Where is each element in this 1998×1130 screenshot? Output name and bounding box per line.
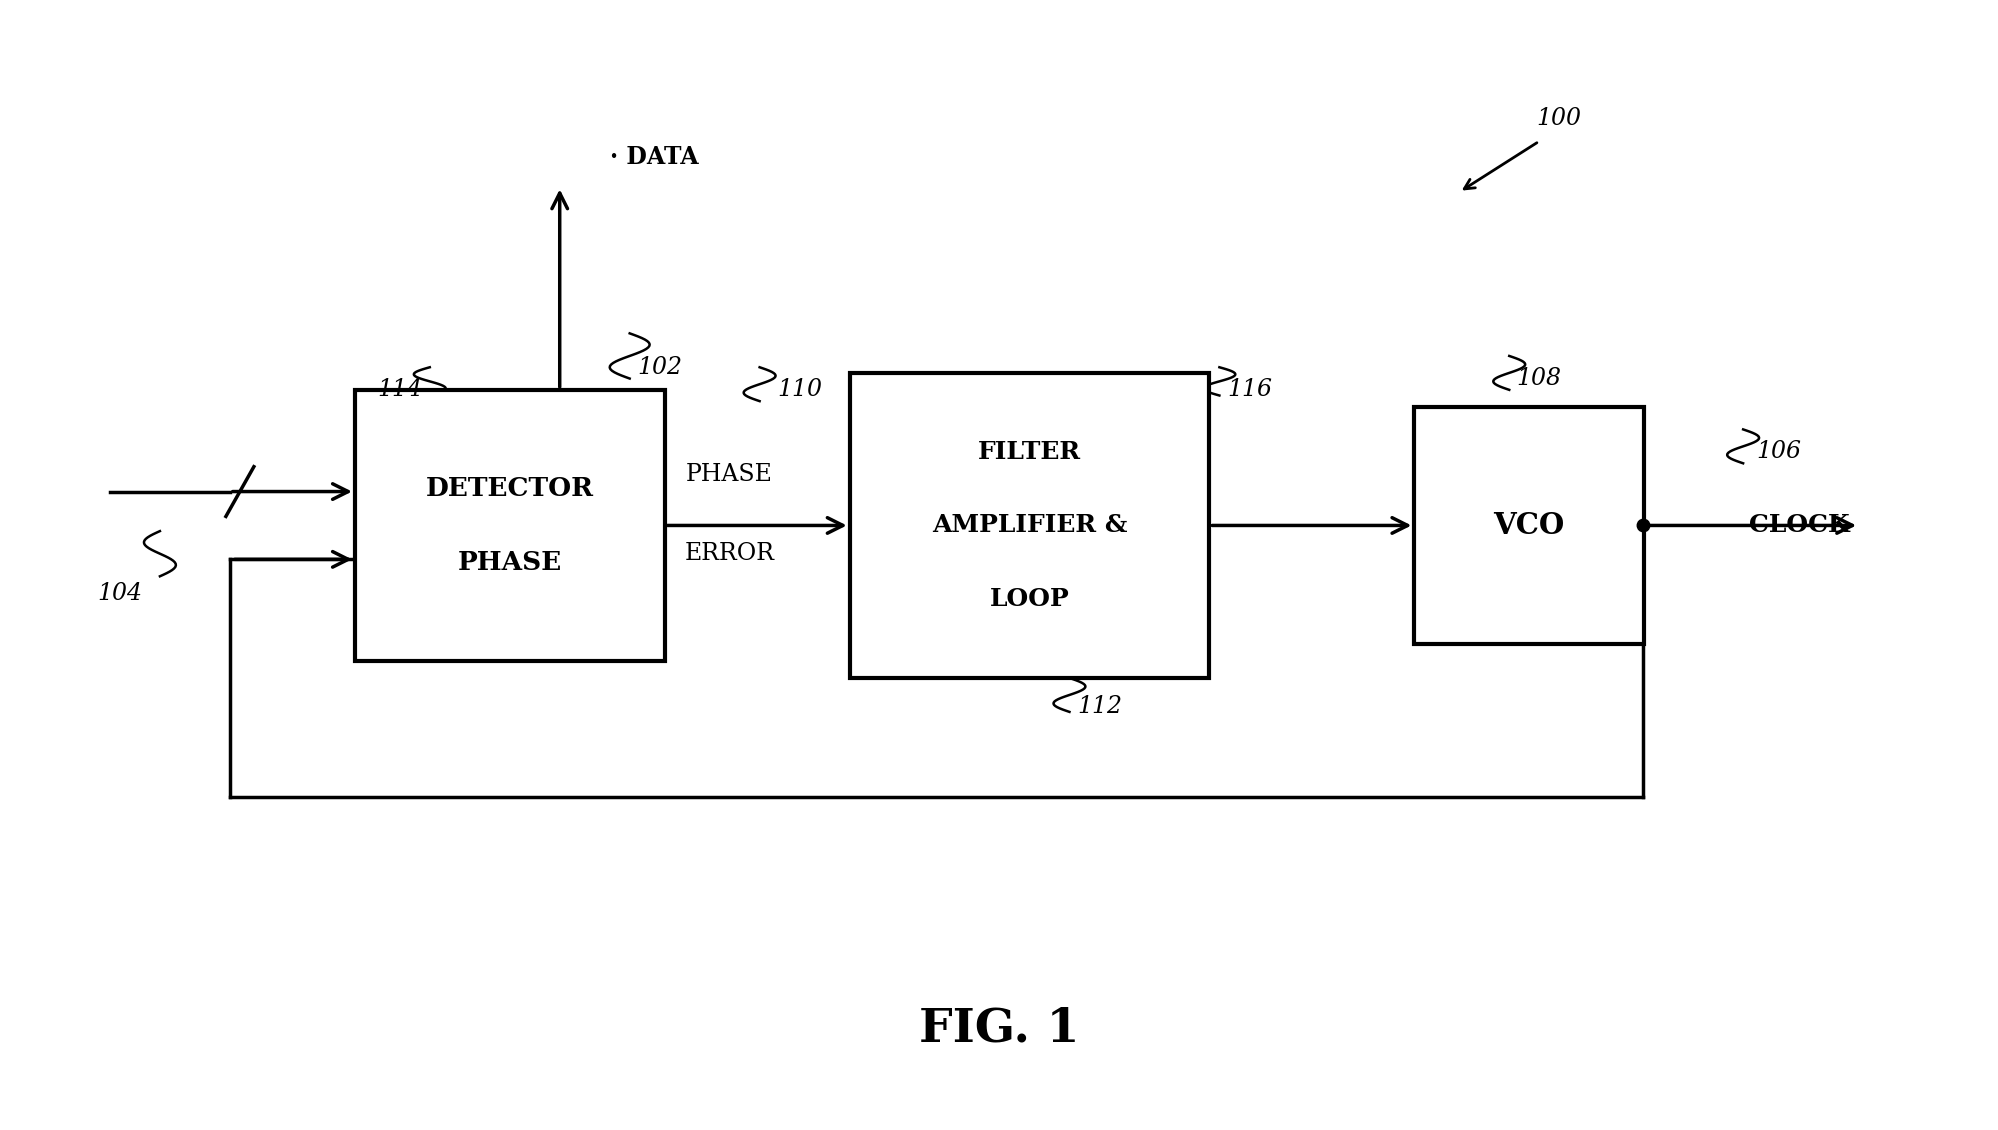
Text: PHASE: PHASE <box>458 549 561 575</box>
Text: 104: 104 <box>98 582 142 605</box>
Text: ERROR: ERROR <box>683 542 775 565</box>
Bar <box>356 390 665 661</box>
Text: 100: 100 <box>1536 107 1580 130</box>
Text: VCO: VCO <box>1493 511 1564 540</box>
Text: FIG. 1: FIG. 1 <box>919 1006 1079 1051</box>
Text: AMPLIFIER &: AMPLIFIER & <box>931 513 1127 538</box>
Text: 110: 110 <box>777 379 821 401</box>
Text: 102: 102 <box>637 356 681 379</box>
Text: 116: 116 <box>1227 379 1271 401</box>
Text: 108: 108 <box>1516 367 1560 390</box>
Text: · DATA: · DATA <box>609 146 697 170</box>
Text: LOOP: LOOP <box>989 586 1069 611</box>
Bar <box>1415 407 1642 644</box>
Text: CLOCK: CLOCK <box>1748 513 1848 538</box>
Text: 106: 106 <box>1756 441 1800 463</box>
Text: DETECTOR: DETECTOR <box>426 476 593 502</box>
Text: PHASE: PHASE <box>685 463 773 486</box>
Text: 112: 112 <box>1077 695 1121 718</box>
Text: FILTER: FILTER <box>977 440 1081 464</box>
Text: 114: 114 <box>378 379 422 401</box>
Bar <box>849 373 1209 678</box>
